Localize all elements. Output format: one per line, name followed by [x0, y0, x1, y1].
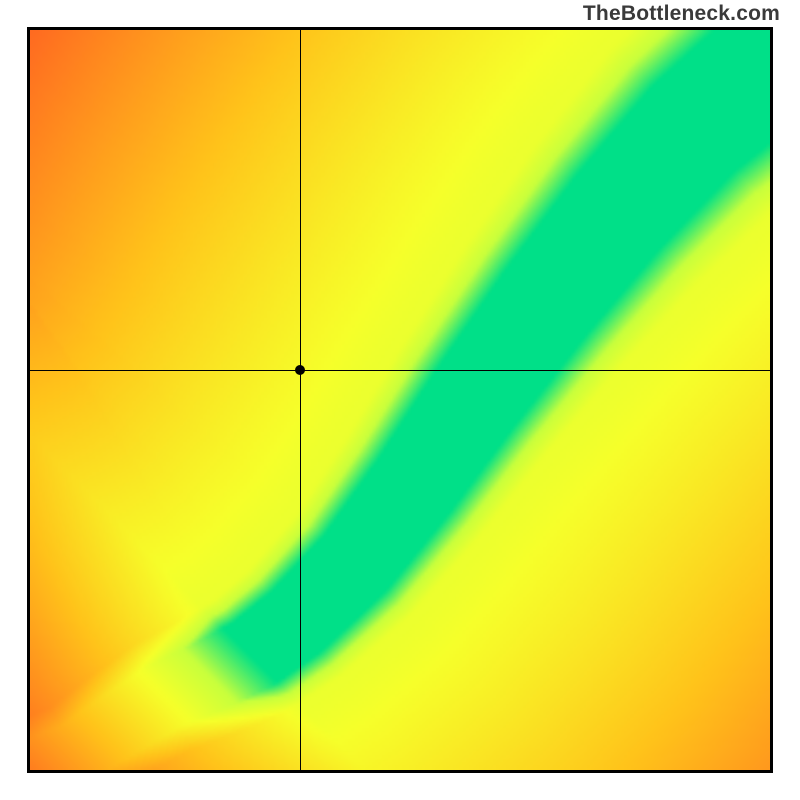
heatmap-canvas — [30, 30, 770, 770]
plot-area — [27, 27, 773, 773]
figure-container: TheBottleneck.com — [0, 0, 800, 800]
watermark-text: TheBottleneck.com — [583, 2, 780, 26]
crosshair-vertical — [300, 30, 301, 770]
crosshair-horizontal — [30, 370, 770, 371]
